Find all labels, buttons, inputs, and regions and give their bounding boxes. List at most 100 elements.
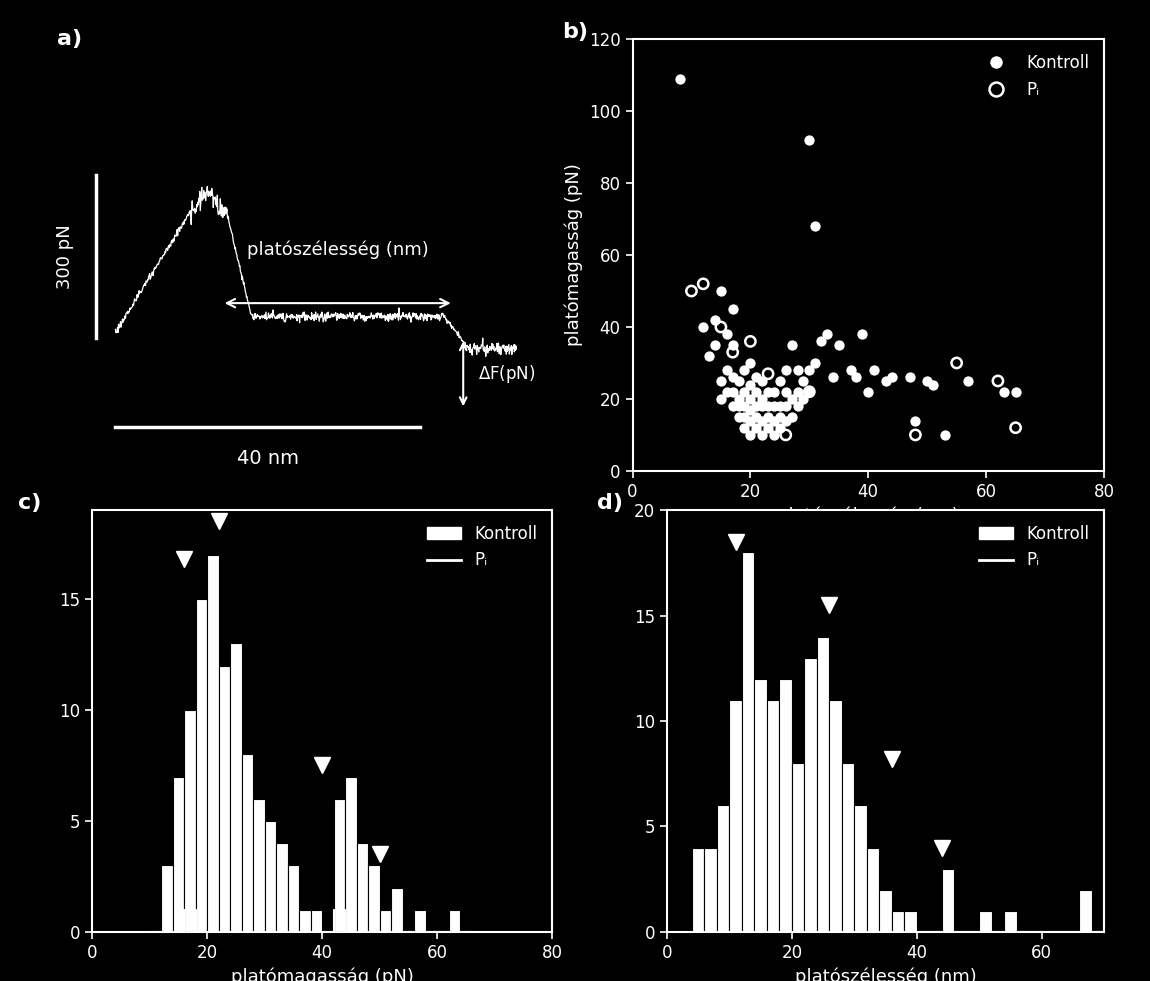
Point [741,355,759,371]
Point [718,327,736,342]
Bar [196,599,207,932]
Point [729,391,748,407]
Bar [842,763,854,932]
Point [812,334,830,349]
Bar [448,909,460,932]
Point [806,219,825,234]
Point [865,362,883,378]
Point [765,384,783,399]
Point [748,420,766,436]
Point [883,370,902,386]
Text: platószélesség (nm): platószélesség (nm) [247,240,429,259]
Bar [716,805,729,932]
Point [800,362,819,378]
Point [923,377,942,392]
Point [706,312,724,328]
Bar [742,552,754,932]
Point [723,337,742,353]
Bar [754,679,767,932]
Bar [242,754,253,932]
Bar [729,700,742,932]
Point [723,398,742,414]
Point [741,334,759,349]
Bar [816,637,829,932]
Point [800,384,819,399]
Bar [979,910,991,932]
Point [759,384,777,399]
Point [718,384,736,399]
Bar [230,644,241,932]
Bar [767,700,780,932]
Point [789,384,807,399]
Point [782,409,800,425]
Point [770,373,789,388]
Bar [345,777,356,932]
Legend: Kontroll, Pᵢ: Kontroll, Pᵢ [973,47,1096,105]
Point [1006,420,1025,436]
Bar [1004,910,1017,932]
Bar [184,710,196,932]
Bar [253,799,264,932]
Point [718,362,736,378]
Bar [264,821,276,932]
Bar [780,679,792,932]
Point [712,373,730,388]
Point [735,384,753,399]
Bar [854,805,867,932]
Text: $\Delta$F(pN): $\Delta$F(pN) [477,363,535,385]
Point [759,398,777,414]
Text: b): b) [561,22,588,42]
Point [842,362,860,378]
Point [741,413,759,429]
Point [995,384,1013,399]
Point [948,355,966,371]
Point [735,362,753,378]
Bar [218,665,230,932]
Text: a): a) [58,29,83,49]
Point [789,362,807,378]
Point [729,373,748,388]
Point [906,427,925,442]
Point [765,413,783,429]
Point [748,370,766,386]
Bar [942,869,954,932]
Point [918,373,936,388]
Legend: Kontroll, Pᵢ: Kontroll, Pᵢ [973,518,1096,576]
Point [748,409,766,425]
Point [741,427,759,442]
Point [753,427,772,442]
Point [776,384,795,399]
Bar [804,657,816,932]
Point [782,337,800,353]
Point [776,413,795,429]
Point [753,391,772,407]
Bar [880,890,891,932]
Point [859,384,877,399]
Point [800,132,819,148]
Text: 300 pN: 300 pN [55,225,74,289]
Point [776,398,795,414]
Text: d): d) [597,493,623,513]
X-axis label: platószélesség (nm): platószélesség (nm) [777,506,959,525]
Bar [334,799,345,932]
Point [759,366,777,382]
Point [853,327,872,342]
Point [748,384,766,399]
Point [729,398,748,414]
Point [776,362,795,378]
Point [789,398,807,414]
Point [741,377,759,392]
Legend: Kontroll, Pᵢ: Kontroll, Pᵢ [421,518,544,576]
Point [829,337,848,353]
Bar [380,909,391,932]
Bar [1079,890,1091,932]
Bar [276,843,288,932]
Point [741,391,759,407]
Point [759,420,777,436]
Point [800,384,819,399]
Point [876,373,895,388]
Point [723,301,742,317]
Point [741,402,759,418]
Point [770,409,789,425]
Point [700,348,719,364]
